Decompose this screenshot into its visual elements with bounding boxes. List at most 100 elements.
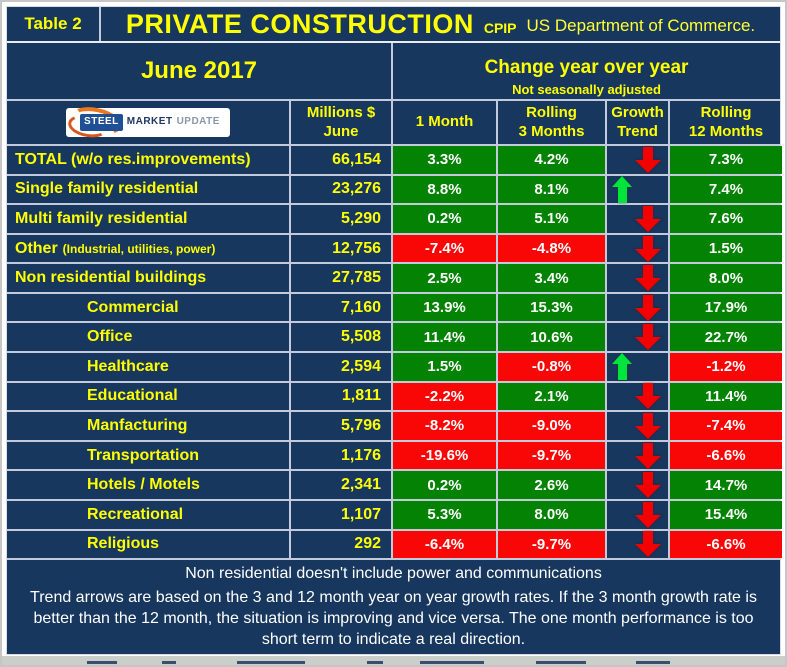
row-growth-trend-cell <box>607 471 670 499</box>
column-header-text: 3 Months <box>518 122 585 140</box>
title-source-label: US Department of Commerce. <box>526 16 756 35</box>
category-text: Office <box>87 328 133 346</box>
row-3months-value: 4.2% <box>498 146 607 174</box>
row-category-label: Healthcare <box>7 353 291 381</box>
category-text: TOTAL (w/o res.improvements) <box>15 150 251 168</box>
page-title: PRIVATE CONSTRUCTION <box>125 8 474 39</box>
table-number-label: Table 2 <box>24 14 82 33</box>
row-12months-value: -7.4% <box>670 412 782 440</box>
row-1month-value: -2.2% <box>393 382 498 411</box>
row-category-label: Transportation <box>7 441 291 470</box>
table-row: Manfacturing 5,796 -8.2% -9.0% -7.4% <box>7 412 782 442</box>
row-3months-value: 8.0% <box>498 500 607 529</box>
column-header-rolling-12-months: Rolling 12 Months <box>670 101 782 144</box>
change-subtitle: Not seasonally adjusted <box>512 82 661 97</box>
trend-down-arrow-icon <box>635 146 661 173</box>
row-category-label: Recreational <box>7 500 291 529</box>
row-category-label: Manfacturing <box>7 412 291 440</box>
row-growth-trend-cell <box>607 323 670 352</box>
trend-down-arrow-icon <box>635 235 661 262</box>
row-millions-value: 292 <box>291 530 393 559</box>
category-text: Non residential buildings <box>15 269 207 287</box>
table-body: TOTAL (w/o res.improvements) 66,154 3.3%… <box>7 146 782 561</box>
row-12months-value: 7.4% <box>670 175 782 204</box>
category-text: Hotels / Motels <box>87 476 200 494</box>
row-3months-value: -9.7% <box>498 441 607 470</box>
sheet-artifact <box>87 661 117 664</box>
row-1month-value: -8.2% <box>393 412 498 440</box>
category-text: Transportation <box>87 446 200 464</box>
row-category-label: Religious <box>7 530 291 559</box>
row-1month-value: 0.2% <box>393 205 498 233</box>
sheet-artifact <box>367 661 383 664</box>
row-3months-value: 2.6% <box>498 471 607 499</box>
row-category-label: TOTAL (w/o res.improvements) <box>7 146 291 174</box>
row-12months-value: 14.7% <box>670 471 782 499</box>
row-millions-value: 12,756 <box>291 234 393 263</box>
column-header-text: Rolling <box>700 103 752 121</box>
row-1month-value: 3.3% <box>393 146 498 174</box>
row-12months-value: 7.6% <box>670 205 782 233</box>
period-row: June 2017 Change year over year Not seas… <box>7 43 780 101</box>
row-12months-value: 8.0% <box>670 264 782 292</box>
category-text: Manfacturing <box>87 416 188 434</box>
change-header-cell: Change year over year Not seasonally adj… <box>393 43 780 99</box>
table-row: Non residential buildings 27,785 2.5% 3.… <box>7 264 782 294</box>
row-1month-value: -6.4% <box>393 530 498 559</box>
row-millions-value: 1,107 <box>291 500 393 529</box>
column-header-row: STEEL MARKET UPDATE Millions $ June 1 Mo… <box>7 101 780 146</box>
row-category-label: Office <box>7 323 291 352</box>
column-header-text: 1 Month <box>415 113 474 131</box>
table-row: Single family residential 23,276 8.8% 8.… <box>7 175 782 206</box>
table-number-cell: Table 2 <box>7 7 101 41</box>
row-millions-value: 2,341 <box>291 471 393 499</box>
row-millions-value: 1,176 <box>291 441 393 470</box>
trend-down-arrow-icon <box>635 442 661 469</box>
row-3months-value: 10.6% <box>498 323 607 352</box>
logo-word-update: UPDATE <box>176 116 220 128</box>
trend-up-arrow-icon <box>612 353 632 381</box>
row-category-label: Commercial <box>7 293 291 322</box>
row-3months-value: -9.7% <box>498 530 607 559</box>
logo-word-steel: STEEL <box>80 114 123 131</box>
table-row: TOTAL (w/o res.improvements) 66,154 3.3%… <box>7 146 782 176</box>
title-cpip-label: CPIP <box>483 20 517 36</box>
row-growth-trend-cell <box>607 382 670 411</box>
sheet-artifact <box>536 661 586 664</box>
row-growth-trend-cell <box>607 146 670 174</box>
period-label: June 2017 <box>140 57 258 84</box>
row-1month-value: 1.5% <box>393 353 498 381</box>
category-note: (Industrial, utilities, power) <box>62 241 216 256</box>
table-row: Commercial 7,160 13.9% 15.3% 17.9% <box>7 293 782 324</box>
trend-up-arrow-icon <box>612 175 632 203</box>
trend-down-arrow-icon <box>635 265 661 292</box>
row-1month-value: 11.4% <box>393 323 498 352</box>
category-text: Commercial <box>87 298 179 316</box>
row-1month-value: 13.9% <box>393 293 498 322</box>
row-millions-value: 27,785 <box>291 264 393 292</box>
row-3months-value: 15.3% <box>498 293 607 322</box>
row-millions-value: 5,508 <box>291 323 393 352</box>
table-row: Recreational 1,107 5.3% 8.0% 15.4% <box>7 500 782 531</box>
row-growth-trend-cell <box>607 530 670 559</box>
row-12months-value: -6.6% <box>670 441 782 470</box>
row-12months-value: -1.2% <box>670 353 782 381</box>
row-3months-value: -4.8% <box>498 234 607 263</box>
category-text: Other <box>15 239 58 257</box>
row-millions-value: 5,796 <box>291 412 393 440</box>
category-text: Educational <box>87 387 178 405</box>
table-row: Religious 292 -6.4% -9.7% -6.6% <box>7 530 782 561</box>
row-growth-trend-cell <box>607 412 670 440</box>
row-12months-value: 17.9% <box>670 293 782 322</box>
row-1month-value: 2.5% <box>393 264 498 292</box>
row-1month-value: -19.6% <box>393 441 498 470</box>
sheet-artifact <box>237 661 305 664</box>
table-row: Healthcare 2,594 1.5% -0.8% -1.2% <box>7 353 782 383</box>
column-header-text: Millions $ <box>306 103 376 121</box>
row-12months-value: 22.7% <box>670 323 782 352</box>
change-title: Change year over year <box>484 57 689 78</box>
sheet-artifact <box>420 661 484 664</box>
table-row: Multi family residential 5,290 0.2% 5.1%… <box>7 205 782 235</box>
row-growth-trend-cell <box>607 234 670 263</box>
row-12months-value: 11.4% <box>670 382 782 411</box>
